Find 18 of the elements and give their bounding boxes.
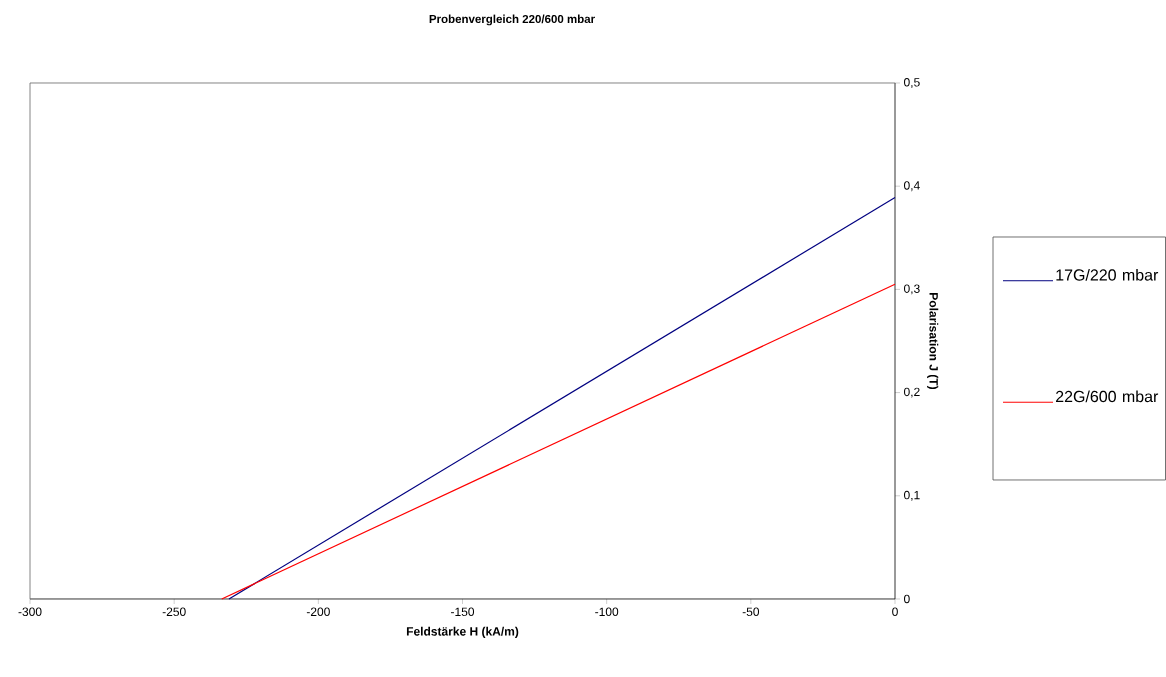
y-tick-label: 0,5 — [904, 78, 920, 88]
y-tick-label: 0 — [904, 594, 910, 604]
x-tick-label: -300 — [18, 607, 42, 617]
y-tick-label: 0,1 — [904, 490, 920, 501]
chart-title: Probenvergleich 220/600 mbar — [429, 14, 595, 26]
y-axis-title: Polarisation J (T) — [927, 293, 939, 390]
x-tick-label: -150 — [451, 607, 475, 617]
y-tick-label: 0,2 — [904, 387, 920, 398]
legend-label: 17G/220 mbar — [1056, 268, 1159, 281]
x-tick-label: 0 — [892, 607, 898, 617]
x-tick-label: -100 — [595, 607, 619, 617]
legend-label: 22G/600 mbar — [1056, 390, 1159, 403]
x-tick-label: -250 — [162, 607, 186, 617]
y-tick-label: 0,4 — [904, 181, 920, 192]
x-tick-label: -200 — [306, 607, 330, 617]
x-tick-label: -50 — [742, 607, 760, 617]
x-axis-title: Feldstärke H (kA/m) — [406, 626, 519, 639]
y-tick-label: 0,3 — [904, 284, 920, 295]
